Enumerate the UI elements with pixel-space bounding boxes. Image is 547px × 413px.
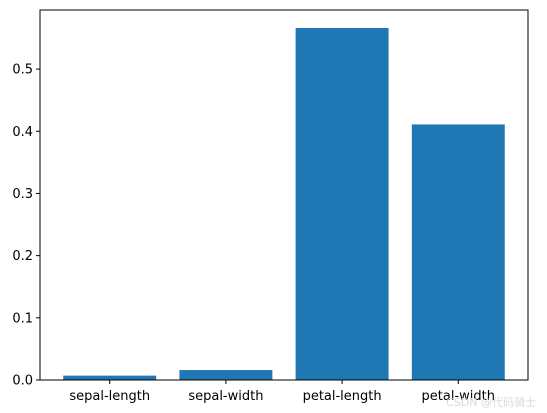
y-tick-label-2: 0.2: [12, 249, 33, 264]
y-tick-label-4: 0.4: [12, 125, 33, 140]
bar-petal-length: [295, 28, 389, 381]
x-axis: sepal-length sepal-width petal-length petal…: [69, 380, 495, 404]
y-axis: 0.0 0.1 0.2 0.3 0.4 0.5: [12, 63, 40, 389]
bar-sepal-width: [179, 370, 273, 380]
x-tick-label-sepal-width: sepal-width: [188, 389, 263, 404]
x-tick-label-petal-length: petal-length: [303, 389, 382, 404]
bars-group: [63, 28, 505, 381]
plot-frame: [39, 9, 529, 381]
x-tick-label-sepal-length: sepal-length: [69, 389, 150, 404]
y-tick-label-1: 0.1: [12, 311, 33, 326]
bar-petal-width: [411, 124, 505, 380]
x-tick-label-petal-width: petal-width: [422, 389, 495, 404]
watermark-text: CSDN @代码骑士: [446, 396, 536, 409]
y-tick-label-3: 0.3: [12, 187, 33, 202]
bar-sepal-length: [63, 375, 157, 380]
y-tick-label-5: 0.5: [12, 63, 33, 78]
y-tick-label-0: 0.0: [12, 374, 33, 389]
